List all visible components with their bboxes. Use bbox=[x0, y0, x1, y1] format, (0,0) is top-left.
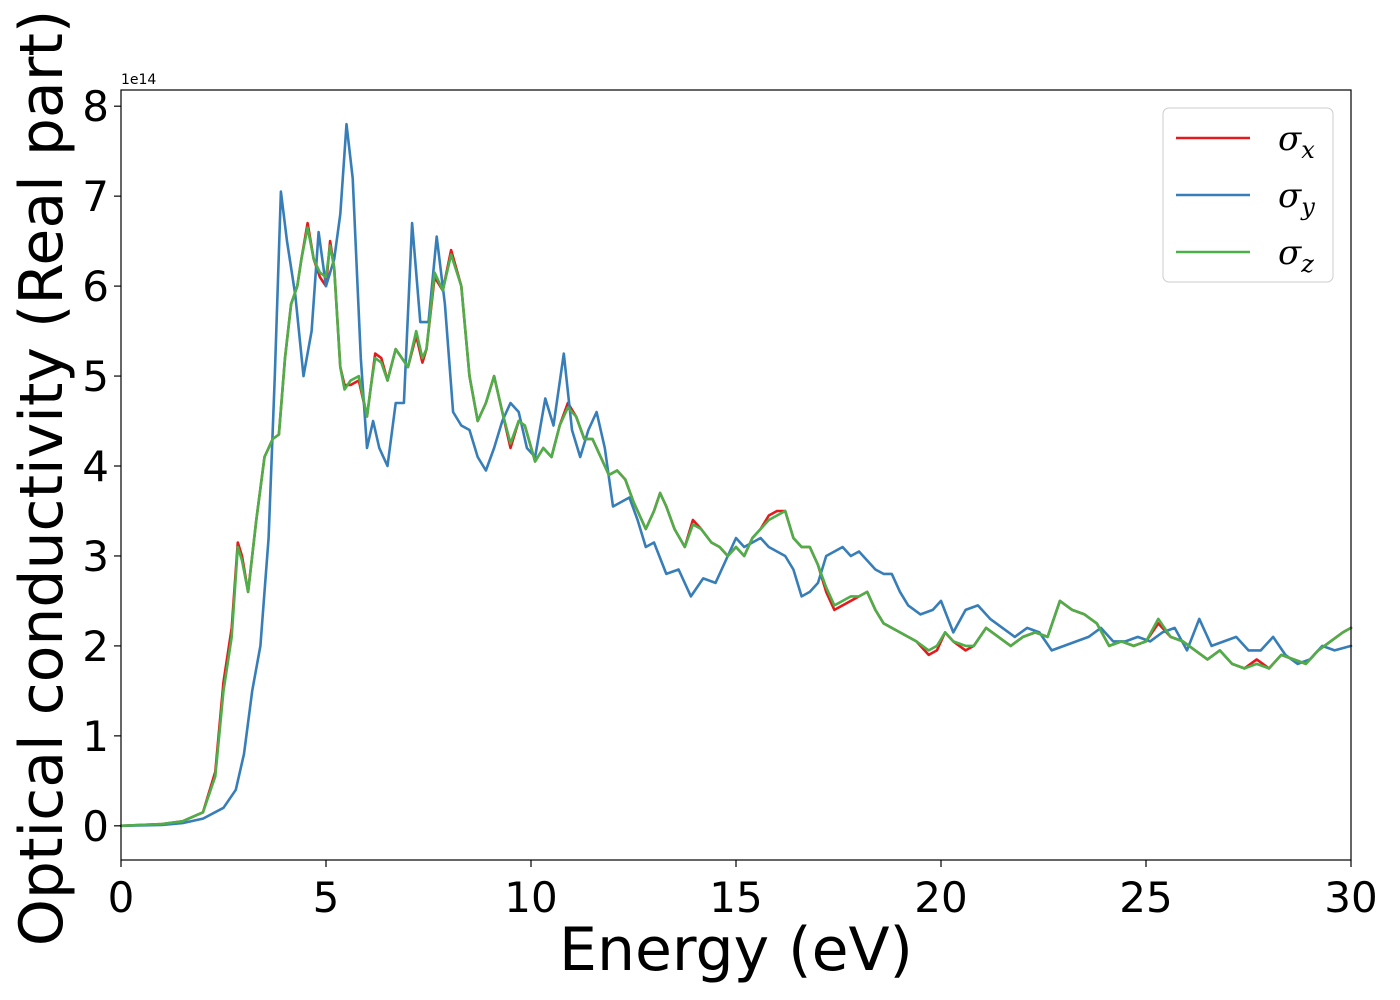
y-offset-label: 1e14 bbox=[121, 72, 156, 88]
x-tick-label: 15 bbox=[709, 873, 762, 922]
x-axis-title: Energy (eV) bbox=[559, 915, 913, 985]
x-tick-label: 10 bbox=[504, 873, 557, 922]
y-tick-label: 8 bbox=[82, 82, 109, 131]
y-tick-label: 1 bbox=[82, 712, 109, 761]
series-layer bbox=[119, 122, 1353, 828]
y-axis-title: Optical conductivity (Real part) bbox=[7, 10, 77, 947]
y-tick-label: 3 bbox=[82, 532, 109, 581]
y-tick-label: 6 bbox=[82, 262, 109, 311]
legend: σx σy σz bbox=[1162, 107, 1334, 283]
series-line-z bbox=[119, 226, 1353, 828]
legend-label-z: σz bbox=[1278, 233, 1314, 278]
y-tick-label: 0 bbox=[82, 802, 109, 851]
y-tick-label: 2 bbox=[82, 622, 109, 671]
y-tick-label: 4 bbox=[82, 442, 109, 491]
y-axis: 0 1 2 3 4 5 6 7 8 bbox=[82, 82, 121, 851]
x-axis: 0 5 10 15 20 25 30 bbox=[108, 860, 1378, 922]
x-tick-label: 25 bbox=[1119, 873, 1172, 922]
y-tick-label: 5 bbox=[82, 352, 109, 401]
x-tick-label: 20 bbox=[914, 873, 967, 922]
y-tick-label: 7 bbox=[82, 172, 109, 221]
x-tick-label: 5 bbox=[313, 873, 340, 922]
series-line-y bbox=[119, 122, 1353, 828]
x-tick-label: 0 bbox=[108, 873, 135, 922]
legend-label-x: σx bbox=[1278, 119, 1315, 164]
x-tick-label: 30 bbox=[1324, 873, 1377, 922]
legend-label-y: σy bbox=[1278, 176, 1315, 221]
